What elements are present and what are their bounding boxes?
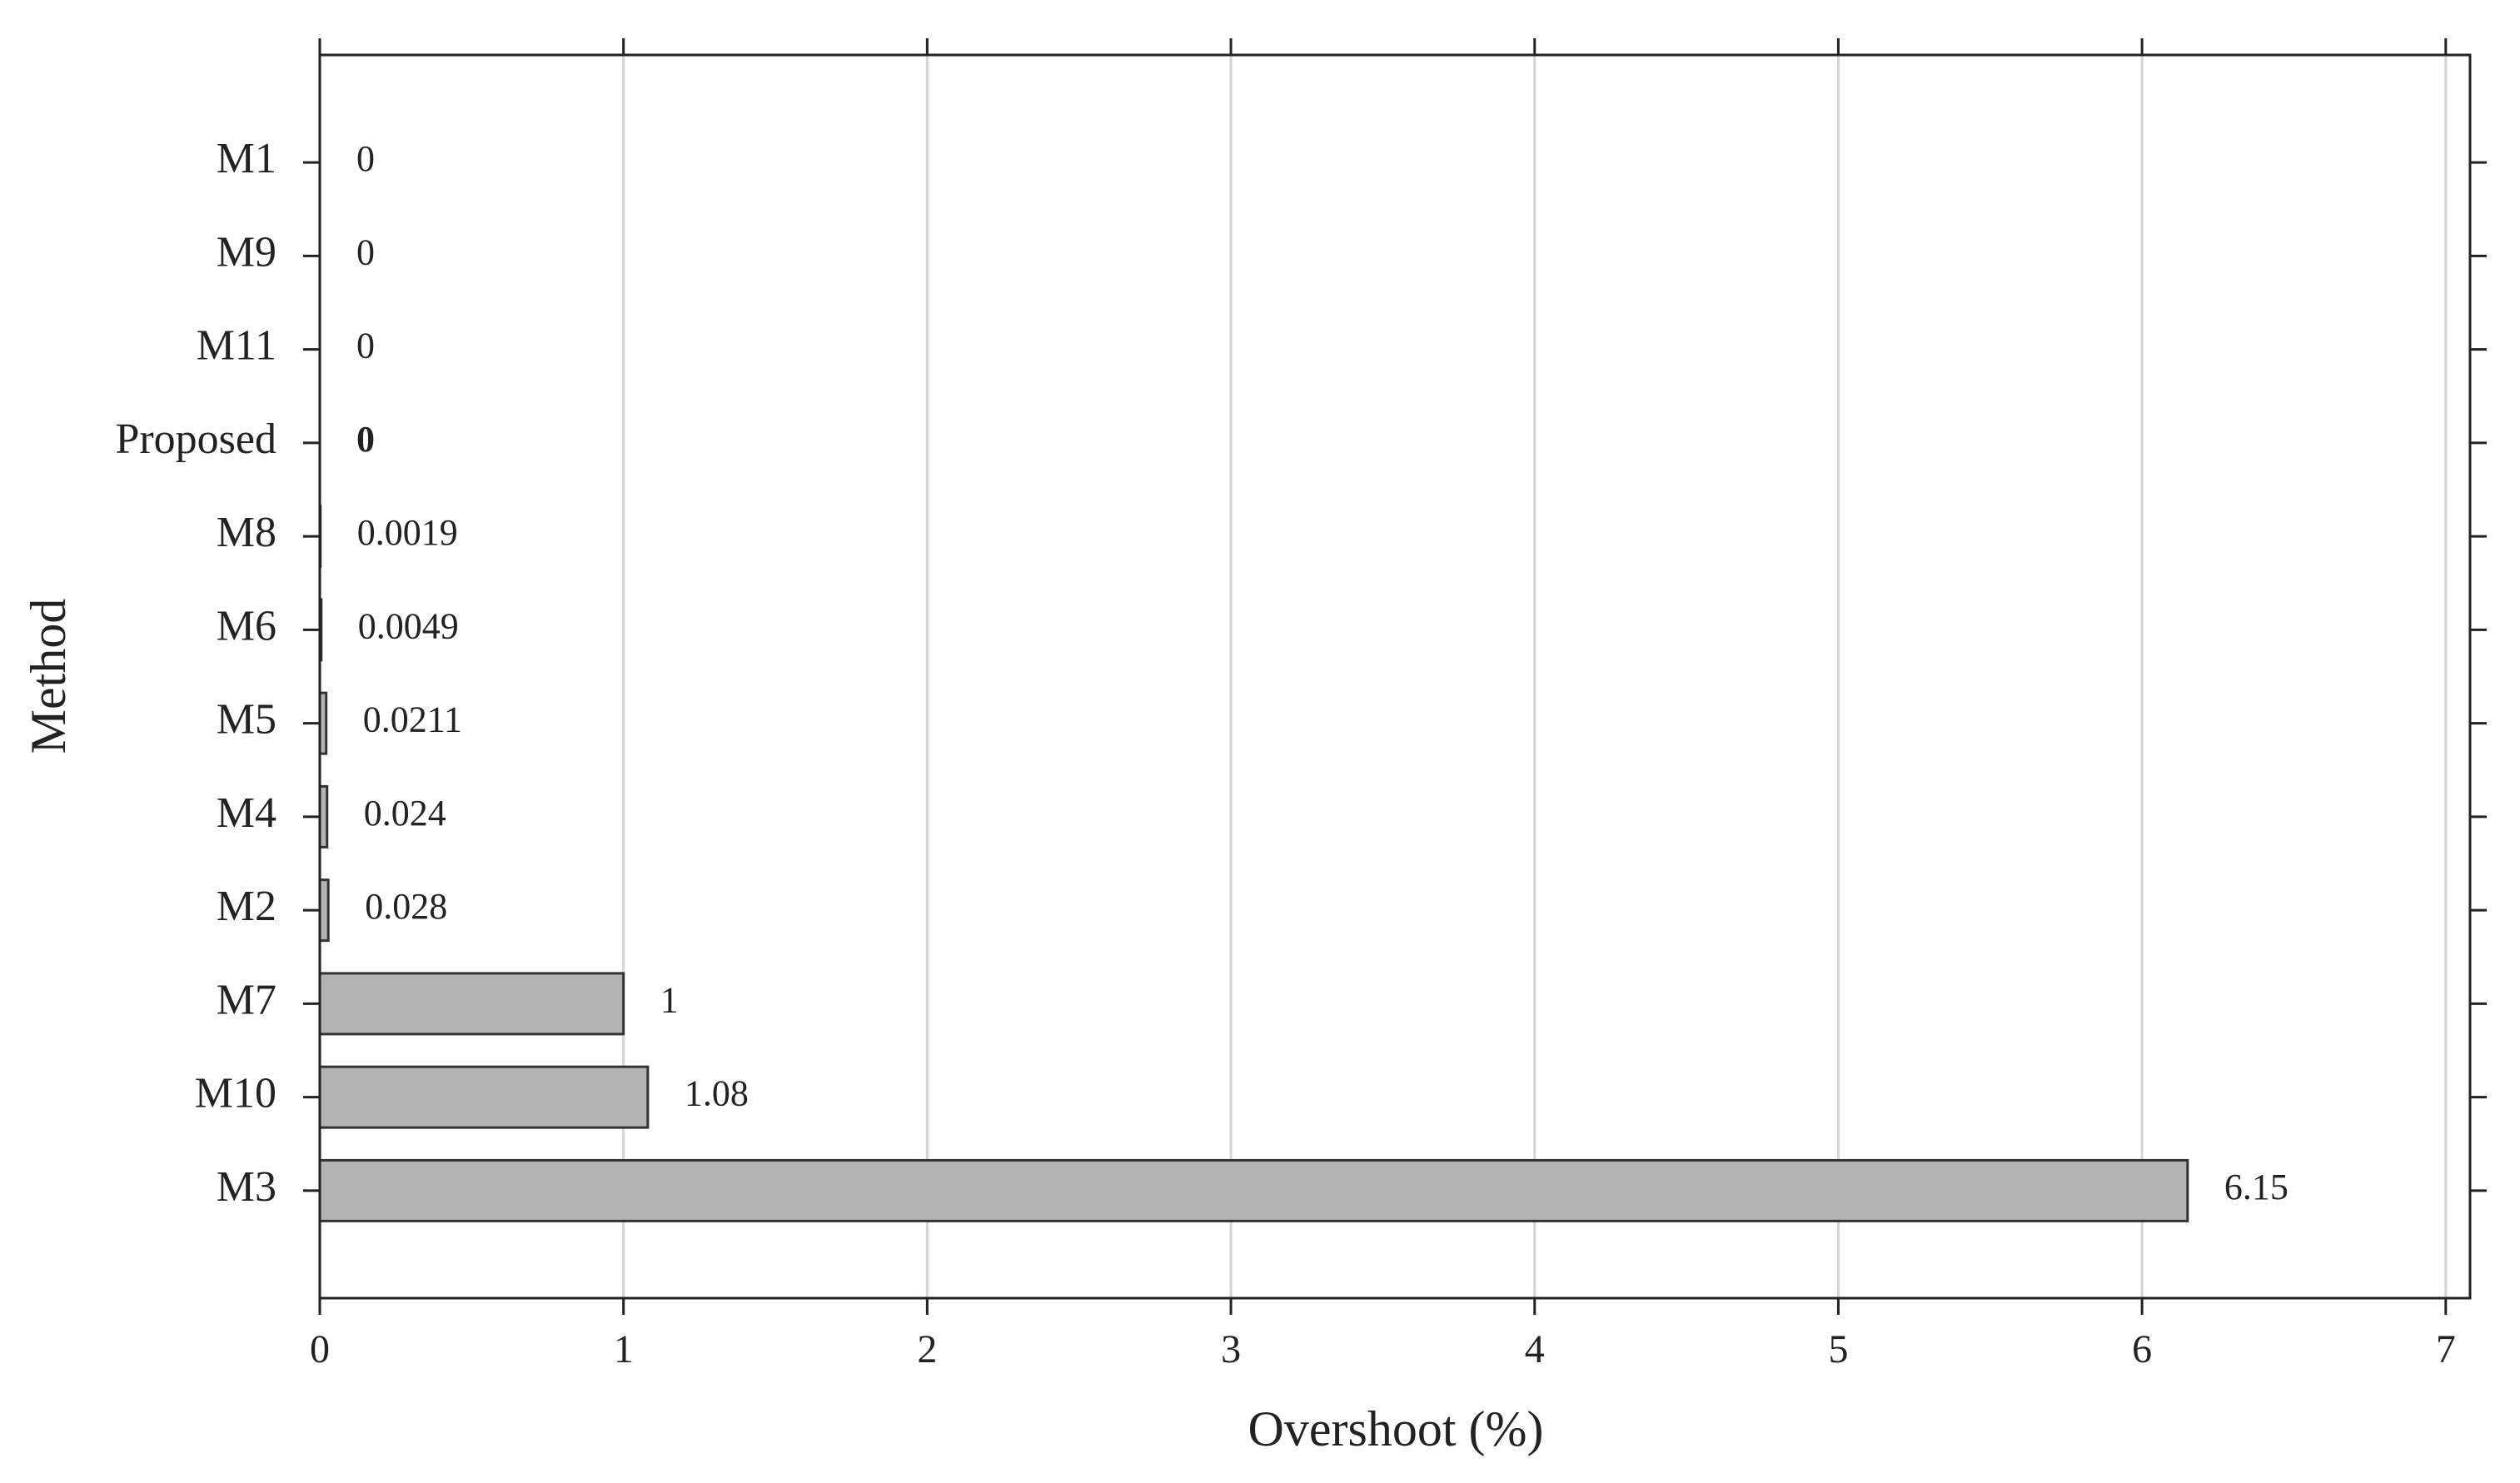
value-label: 0 bbox=[356, 231, 375, 272]
value-label: 0.0049 bbox=[358, 605, 459, 646]
y-tick-label: M5 bbox=[217, 696, 276, 744]
y-tick-label: M9 bbox=[217, 228, 276, 276]
y-tick-label: M3 bbox=[217, 1163, 276, 1211]
x-tick-label: 3 bbox=[1221, 1327, 1241, 1371]
x-tick-label: 6 bbox=[2132, 1327, 2152, 1371]
value-label: 0.0019 bbox=[357, 512, 458, 553]
x-tick-label: 5 bbox=[1828, 1327, 1848, 1371]
value-label: 1 bbox=[660, 979, 679, 1020]
value-label: 0.024 bbox=[364, 793, 446, 834]
y-tick-label: M1 bbox=[217, 135, 276, 182]
bar bbox=[318, 1065, 650, 1129]
y-tick-label: M2 bbox=[217, 883, 276, 930]
y-tick-label: M7 bbox=[217, 976, 276, 1023]
x-tick-label: 2 bbox=[917, 1327, 937, 1371]
bar bbox=[318, 1158, 2189, 1222]
value-label: 1.08 bbox=[685, 1073, 749, 1114]
value-label: 0.0211 bbox=[363, 699, 462, 740]
bar bbox=[318, 972, 625, 1036]
value-label: 0 bbox=[356, 138, 375, 179]
y-tick-label: M10 bbox=[195, 1070, 276, 1117]
x-tick-label: 0 bbox=[310, 1327, 330, 1371]
y-axis-title: Method bbox=[21, 599, 76, 754]
y-tick-label: M6 bbox=[217, 602, 276, 649]
x-axis-title: Overshoot (%) bbox=[1248, 1401, 1544, 1456]
x-tick-label: 1 bbox=[614, 1327, 634, 1371]
y-tick-label: M11 bbox=[197, 322, 276, 370]
x-tick-label: 4 bbox=[1525, 1327, 1545, 1371]
y-tick-label: Proposed bbox=[115, 416, 276, 463]
x-tick-label: 7 bbox=[2436, 1327, 2456, 1371]
plot-frame bbox=[318, 53, 2472, 1300]
bar bbox=[318, 878, 330, 943]
value-label: 0 bbox=[356, 419, 375, 460]
y-tick-label: M4 bbox=[217, 789, 276, 837]
value-label: 0.028 bbox=[365, 886, 447, 927]
y-tick-label: M8 bbox=[217, 509, 276, 556]
value-label: 0 bbox=[356, 326, 375, 366]
value-label: 6.15 bbox=[2224, 1167, 2288, 1207]
